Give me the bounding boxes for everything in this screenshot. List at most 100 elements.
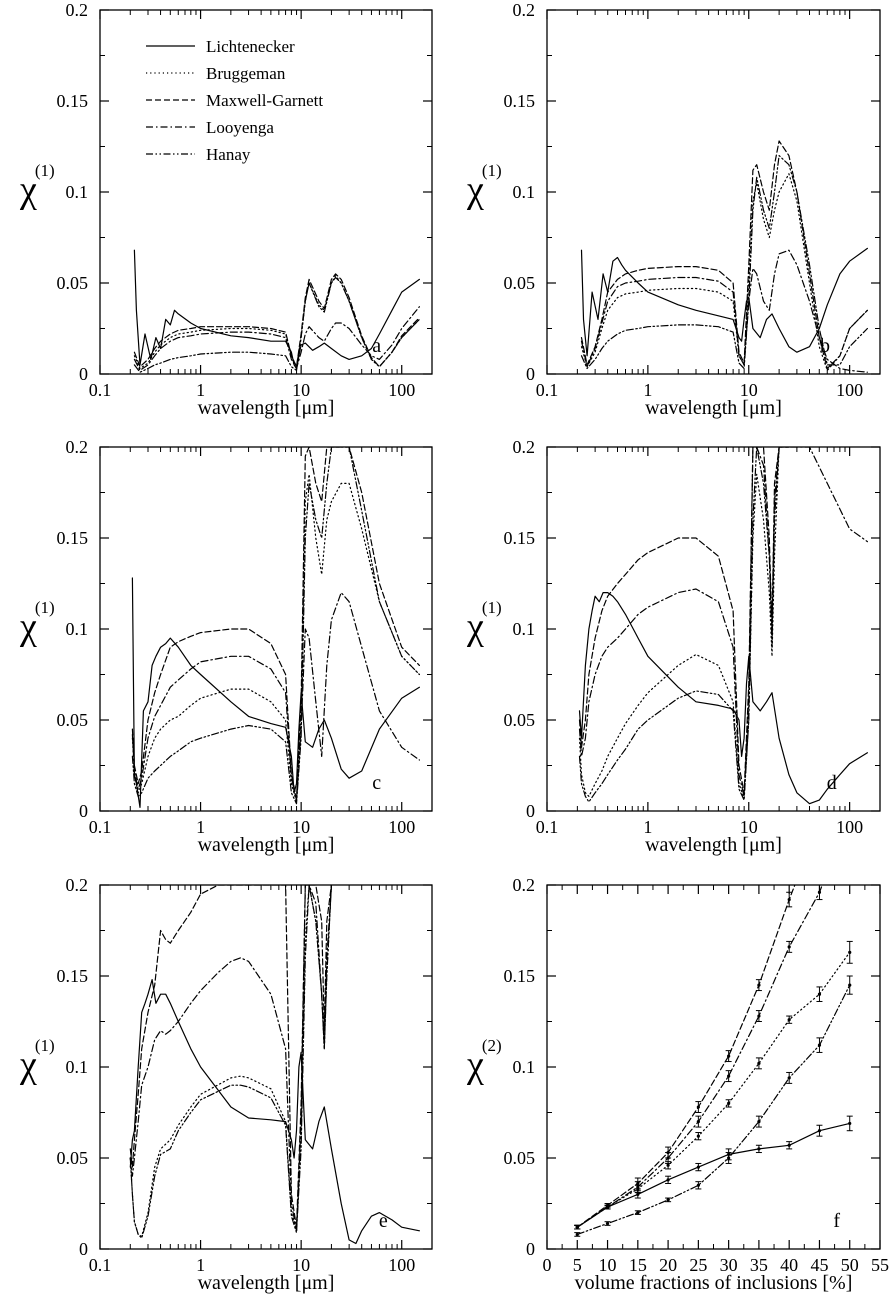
error-bar <box>755 1144 762 1154</box>
error-bar <box>695 1101 702 1113</box>
y-axis-symbol: χ <box>19 1044 37 1086</box>
x-tick-label: 10 <box>292 380 310 400</box>
y-axis-title: χ(1) <box>19 598 55 648</box>
x-axis-title-unit: [μm] <box>295 1272 335 1294</box>
y-tick-label: 0.2 <box>513 875 536 895</box>
x-axis-title-unit: [μm] <box>742 834 782 856</box>
x-tick-label: 1 <box>196 380 205 400</box>
y-tick-label: 0 <box>79 1239 88 1259</box>
y-axis-symbol: χ <box>19 169 37 211</box>
y-tick-label: 0.05 <box>57 1148 89 1168</box>
y-tick-label: 0.15 <box>57 966 89 986</box>
series-hanay <box>131 447 420 805</box>
y-tick-label: 0.1 <box>513 619 536 639</box>
x-axis-title-unit: [μm] <box>295 834 335 856</box>
legend-entry-label: Hanay <box>206 145 251 164</box>
y-tick-label: 0 <box>526 364 535 384</box>
x-tick-label: 50 <box>841 1255 859 1275</box>
x-tick-label: 15 <box>629 1255 647 1275</box>
series-hanay <box>129 885 332 1239</box>
y-axis-superscript: (1) <box>482 161 502 180</box>
series-group <box>129 885 420 1245</box>
series-group <box>131 447 420 809</box>
series-bruggeman <box>576 951 851 1228</box>
y-axis-title: χ(1) <box>466 161 502 211</box>
panel-label: b <box>820 335 830 357</box>
error-bar <box>755 1057 762 1070</box>
legend-entry-label: Looyenga <box>206 118 274 137</box>
y-tick-label: 0.2 <box>513 437 536 457</box>
series-hanay <box>576 984 851 1236</box>
panel-e: 0 0.05 0.1 0.15 0.2 0.1 1 10 100 wavelength [μm] χ… <box>19 875 433 1294</box>
x-axis-title-unit: [μm] <box>742 397 782 419</box>
x-tick-label: 55 <box>871 1255 889 1275</box>
legend: Lichtenecker Bruggeman Maxwell-Garnett Looy… <box>146 37 323 164</box>
x-axis-title: volume fractions of inclusions [%] <box>575 1272 853 1294</box>
series-lichtenecker <box>578 591 869 805</box>
y-axis-title: χ(1) <box>466 598 502 648</box>
series-hanay <box>580 155 869 370</box>
y-tick-label: 0.1 <box>66 182 89 202</box>
x-axis-title-text: wavelength <box>198 834 295 856</box>
y-tick-label: 0.1 <box>66 619 89 639</box>
error-bar <box>786 1015 793 1024</box>
error-bar <box>604 1221 611 1226</box>
series-lichtenecker <box>576 1122 851 1228</box>
x-tick-label: 0 <box>543 1255 552 1275</box>
y-tick-label: 0.2 <box>66 0 89 20</box>
x-tick-label: 5 <box>573 1255 582 1275</box>
x-axis-title-text: wavelength <box>198 397 295 419</box>
series-group <box>133 249 420 373</box>
series-maxwell-garnett <box>129 885 332 1228</box>
y-axis-superscript: (1) <box>35 161 55 180</box>
y-tick-label: 0.15 <box>57 528 89 548</box>
error-bar <box>665 1175 672 1184</box>
x-axis-title-text: wavelength <box>645 397 742 419</box>
panel-label: e <box>379 1210 388 1232</box>
x-tick-label: 1 <box>643 380 652 400</box>
error-bar <box>816 986 823 1002</box>
series-looyenga <box>131 591 420 801</box>
error-bar <box>725 1050 732 1063</box>
y-tick-label: 0.15 <box>504 91 536 111</box>
plot-frame <box>546 9 881 375</box>
error-bar <box>604 1204 611 1210</box>
error-bar <box>755 1115 762 1128</box>
y-tick-label: 0.05 <box>504 273 536 293</box>
error-bar <box>725 1070 732 1083</box>
error-bar <box>846 975 853 995</box>
y-tick-label: 0.2 <box>66 437 89 457</box>
error-bar <box>695 1181 702 1190</box>
x-tick-label: 100 <box>836 817 863 837</box>
x-tick-label: 0.1 <box>89 817 112 837</box>
error-bar <box>786 1141 793 1150</box>
error-bar <box>695 1162 702 1172</box>
x-tick-label: 1 <box>643 817 652 837</box>
x-tick-label: 100 <box>388 380 415 400</box>
series-lichtenecker <box>129 978 420 1245</box>
series-hanay <box>133 276 420 373</box>
series-group <box>578 447 869 805</box>
error-bar <box>574 1224 581 1230</box>
series-looyenga <box>580 249 869 373</box>
error-bar <box>634 1181 641 1194</box>
series-group <box>580 140 869 373</box>
y-axis-symbol: χ <box>19 606 37 648</box>
y-tick-label: 0.1 <box>513 182 536 202</box>
x-axis-title: wavelength [μm] <box>645 834 782 856</box>
series-maxwell-garnett <box>131 447 420 799</box>
series-lichtenecker <box>133 249 420 370</box>
legend-entry-label: Maxwell-Garnett <box>206 91 323 110</box>
y-axis-superscript: (1) <box>35 1036 55 1055</box>
error-bar <box>846 1115 853 1132</box>
y-tick-label: 0 <box>79 801 88 821</box>
error-bar <box>786 940 793 953</box>
x-tick-label: 100 <box>388 1255 415 1275</box>
error-bar <box>816 885 823 901</box>
x-tick-label: 10 <box>292 817 310 837</box>
x-tick-label: 1 <box>196 817 205 837</box>
x-tick-label: 0.1 <box>89 1255 112 1275</box>
panel-d: 0 0.05 0.1 0.15 0.2 0.1 1 10 100 wavelength [μm] χ… <box>466 437 881 856</box>
y-tick-label: 0.1 <box>66 1057 89 1077</box>
x-tick-label: 10 <box>599 1255 617 1275</box>
